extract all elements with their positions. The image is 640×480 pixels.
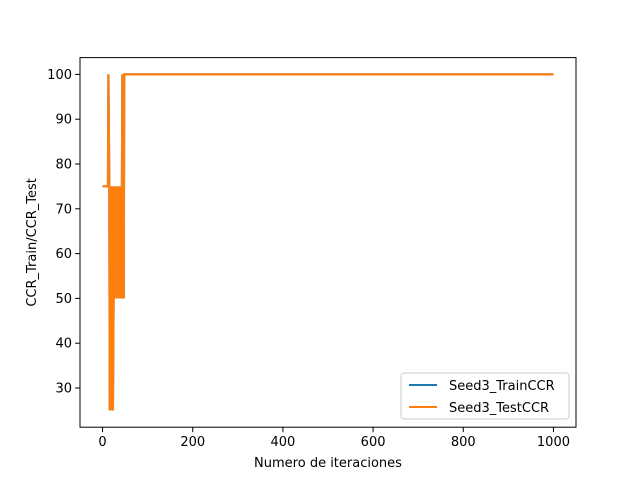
- y-axis: 30 40 50 60 70 80 90 100: [47, 68, 80, 397]
- y-tick-label: 60: [55, 247, 72, 262]
- y-tick-label: 100: [47, 68, 72, 83]
- y-tick-label: 30: [55, 382, 72, 397]
- y-tick-label: 50: [55, 292, 72, 307]
- series-layer: [102, 73, 554, 411]
- x-tick-label: 1000: [537, 435, 570, 450]
- legend-label-test: Seed3_TestCCR: [449, 401, 549, 416]
- x-tick-label: 600: [361, 435, 386, 450]
- series-line-test: [102, 73, 554, 411]
- y-tick-label: 70: [55, 202, 72, 217]
- x-tick-label: 200: [180, 435, 205, 450]
- y-tick-label: 80: [55, 158, 72, 173]
- plot-frame: [79, 57, 577, 428]
- x-tick-label: 800: [451, 435, 476, 450]
- x-tick-label: 400: [270, 435, 295, 450]
- x-tick-label: 0: [98, 435, 106, 450]
- legend: Seed3_TrainCCR Seed3_TestCCR: [400, 372, 570, 420]
- y-tick-label: 90: [55, 113, 72, 128]
- legend-label-train: Seed3_TrainCCR: [449, 379, 555, 394]
- x-axis-label: Numero de iteraciones: [254, 456, 402, 471]
- y-tick-label: 40: [55, 337, 72, 352]
- x-axis: 0 200 400 600 800 1000: [98, 427, 570, 450]
- y-axis-label: CCR_Train/CCR_Test: [25, 178, 40, 307]
- legend-box: [400, 372, 570, 420]
